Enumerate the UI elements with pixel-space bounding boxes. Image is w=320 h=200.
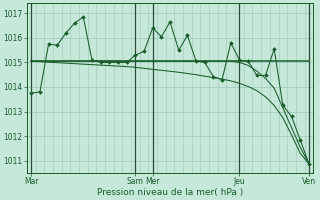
X-axis label: Pression niveau de la mer( hPa ): Pression niveau de la mer( hPa ) [97,188,243,197]
